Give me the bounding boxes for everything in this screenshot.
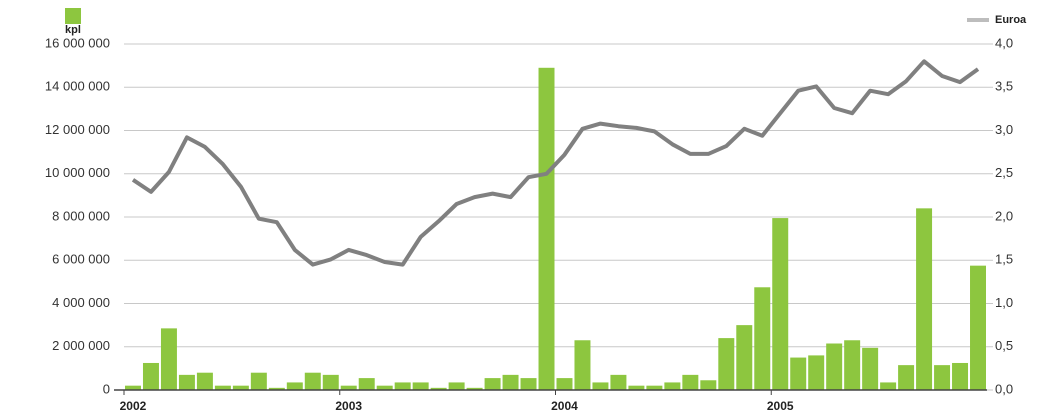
bar xyxy=(772,218,789,390)
bar xyxy=(538,67,555,390)
bar xyxy=(790,357,807,390)
bar xyxy=(304,372,321,390)
bar xyxy=(664,382,681,390)
bar xyxy=(934,365,951,390)
line xyxy=(131,59,980,267)
bar xyxy=(250,372,267,390)
bar xyxy=(358,378,375,390)
bar xyxy=(718,338,735,390)
bar xyxy=(430,387,447,390)
x-tick-label: 2004 xyxy=(551,399,578,413)
bar xyxy=(142,362,159,390)
bar xyxy=(844,340,861,390)
legend-label: kpl xyxy=(65,24,81,36)
y-tick-label: 16 000 000 xyxy=(45,35,110,50)
bar xyxy=(592,382,609,390)
x-tick-label: 2003 xyxy=(335,399,362,413)
bar xyxy=(700,380,717,390)
y2-tick-label: 1,5 xyxy=(995,252,1013,267)
y-tick-label: 8 000 000 xyxy=(52,208,110,223)
x-tick-label: 2005 xyxy=(767,399,794,413)
y2-tick-label: 2,5 xyxy=(995,165,1013,180)
legend-label: Euroa xyxy=(995,14,1027,26)
bar xyxy=(286,382,303,390)
bar xyxy=(736,325,753,390)
y2-tick-label: 0,5 xyxy=(995,338,1013,353)
bar xyxy=(448,382,465,390)
bar xyxy=(232,385,249,390)
bar xyxy=(160,328,177,390)
bar xyxy=(826,343,843,390)
bar xyxy=(125,385,141,390)
y2-tick-label: 4,0 xyxy=(995,35,1013,50)
y2-tick-label: 0,0 xyxy=(995,381,1013,396)
y2-tick-label: 1,0 xyxy=(995,295,1013,310)
bar xyxy=(268,387,285,390)
bar xyxy=(970,265,986,390)
bar xyxy=(880,382,897,390)
y-tick-label: 12 000 000 xyxy=(45,122,110,137)
bar xyxy=(628,385,645,390)
bar xyxy=(682,374,699,390)
bar xyxy=(574,340,591,390)
bar xyxy=(916,208,933,390)
bar xyxy=(394,382,411,390)
y-tick-label: 0 xyxy=(103,381,110,396)
y-tick-label: 6 000 000 xyxy=(52,252,110,267)
bar xyxy=(484,378,501,390)
y-tick-label: 2 000 000 xyxy=(52,338,110,353)
bar xyxy=(466,387,483,390)
legend-swatch xyxy=(65,8,81,24)
bar xyxy=(412,382,429,390)
bar xyxy=(340,385,357,390)
y-tick-label: 14 000 000 xyxy=(45,79,110,94)
bar xyxy=(520,378,537,390)
bar xyxy=(808,355,825,390)
bar xyxy=(952,362,969,390)
bar xyxy=(610,374,627,390)
y2-tick-label: 3,5 xyxy=(995,79,1013,94)
bar xyxy=(862,347,879,390)
bar xyxy=(898,365,915,390)
bar xyxy=(196,372,213,390)
y-tick-label: 4 000 000 xyxy=(52,295,110,310)
x-tick-label: 2002 xyxy=(120,399,147,413)
bar xyxy=(502,374,519,390)
y-tick-label: 10 000 000 xyxy=(45,165,110,180)
y2-tick-label: 2,0 xyxy=(995,208,1013,223)
bar xyxy=(754,287,771,390)
y2-tick-label: 3,0 xyxy=(995,122,1013,137)
bar xyxy=(178,374,195,390)
bar xyxy=(322,374,339,390)
bar xyxy=(376,385,393,390)
bar xyxy=(214,385,231,390)
bar xyxy=(646,385,663,390)
bar xyxy=(556,378,573,390)
